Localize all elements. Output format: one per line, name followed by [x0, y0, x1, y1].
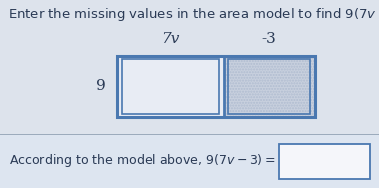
Text: 9: 9: [96, 80, 106, 93]
Bar: [279, 144, 370, 179]
Point: [222, 55, 226, 58]
Bar: [229, 59, 310, 114]
Text: -3: -3: [262, 32, 277, 46]
Point: [222, 115, 226, 118]
Bar: [224, 56, 315, 117]
Bar: [0, 134, 379, 188]
Text: According to the model above, $9(7v - 3) =$: According to the model above, $9(7v - 3)…: [9, 152, 276, 169]
Bar: [117, 56, 224, 117]
Bar: [224, 56, 315, 117]
Text: 7v: 7v: [161, 32, 180, 46]
Text: Enter the missing values in the area model to find $9(7v - 3)$: Enter the missing values in the area mod…: [8, 6, 379, 23]
Bar: [122, 59, 219, 114]
Bar: [117, 56, 315, 117]
